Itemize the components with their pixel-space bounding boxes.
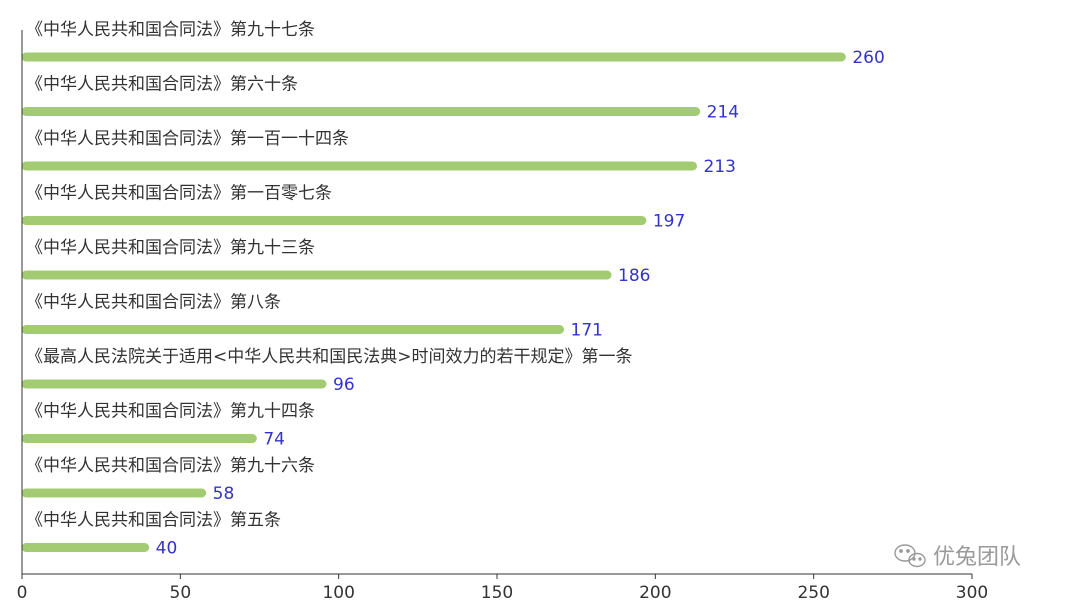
wechat-icon xyxy=(894,544,926,568)
category-label: 《中华人民共和国合同法》第六十条 xyxy=(26,75,298,95)
watermark: 优兔团队 xyxy=(894,544,1021,570)
x-tick-label: 50 xyxy=(170,583,192,603)
x-tick-label: 200 xyxy=(639,583,671,603)
category-label: 《中华人民共和国合同法》第一百零七条 xyxy=(26,184,332,204)
value-label: 96 xyxy=(333,375,355,395)
value-label: 186 xyxy=(618,266,650,286)
value-label: 74 xyxy=(263,430,285,450)
x-tick-label: 100 xyxy=(322,583,354,603)
watermark-text: 优兔团队 xyxy=(933,545,1021,570)
category-label: 《最高人民法院关于适用<中华人民共和国民法典>时间效力的若干规定》第一条 xyxy=(26,347,633,367)
bars-layer: 《中华人民共和国合同法》第九十七条 260 《中华人民共和国合同法》第六十条 214 《… xyxy=(21,20,885,559)
x-tick-label: 250 xyxy=(797,583,829,603)
value-label: 213 xyxy=(704,157,736,177)
value-label: 214 xyxy=(707,103,739,123)
value-label: 260 xyxy=(852,48,884,68)
category-label: 《中华人民共和国合同法》第九十三条 xyxy=(26,238,315,258)
category-label: 《中华人民共和国合同法》第九十七条 xyxy=(26,20,315,40)
value-label: 197 xyxy=(653,212,685,232)
category-label: 《中华人民共和国合同法》第一百一十四条 xyxy=(26,129,349,149)
x-tick-label: 300 xyxy=(956,583,988,603)
category-label: 《中华人民共和国合同法》第九十六条 xyxy=(26,456,315,476)
value-label: 171 xyxy=(571,321,603,341)
x-axis-ticks: 0 50 100 150 200 250 300 xyxy=(17,574,988,603)
category-label: 《中华人民共和国合同法》第九十四条 xyxy=(26,402,315,422)
category-label: 《中华人民共和国合同法》第八条 xyxy=(26,293,281,313)
category-label: 《中华人民共和国合同法》第五条 xyxy=(26,511,281,531)
value-label: 58 xyxy=(213,484,235,504)
x-tick-label: 150 xyxy=(481,583,513,603)
value-label: 40 xyxy=(156,539,178,559)
x-tick-label: 0 xyxy=(17,583,28,603)
